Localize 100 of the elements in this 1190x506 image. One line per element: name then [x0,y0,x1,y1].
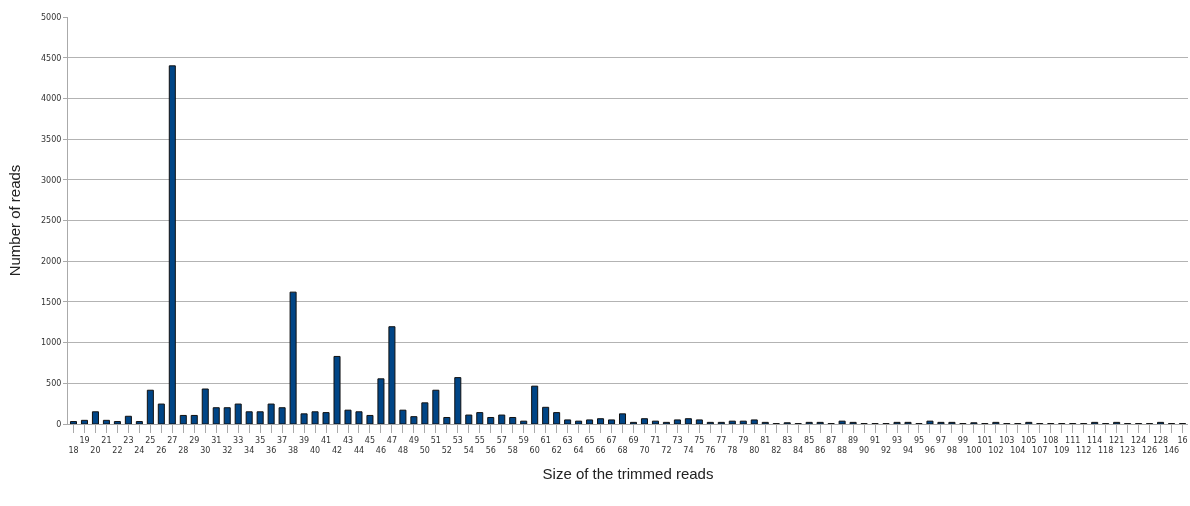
x-tick-label: 41 [320,435,332,445]
x-tick-label: 68 [617,446,628,455]
x-tick-label: 54 [463,446,474,455]
y-tick-label: 2500 [41,216,62,226]
x-tick-label: 112 [1076,446,1092,455]
x-tick-label: 45 [364,435,376,445]
bar [366,414,374,424]
x-tick-label: 89 [848,435,859,445]
bar [190,414,198,424]
x-tick-label: 46 [375,446,387,455]
bar [399,409,407,424]
x-tick-label: 66 [595,446,606,455]
bar [102,419,110,424]
x-tick-label: 98 [946,446,958,455]
x-tick-label: 52 [441,446,452,455]
x-tick-label: 61 [540,435,551,445]
bar [168,65,176,424]
bar [344,409,352,424]
x-tick-label: 67 [606,435,617,445]
x-tick-label: 20 [90,446,101,455]
x-tick-label: 126 [1141,446,1158,455]
bar [432,389,440,424]
bar [531,385,539,424]
bar [80,419,88,424]
x-tick-label: 62 [551,446,562,455]
x-tick-label: 72 [661,446,672,455]
bar [212,407,220,424]
y-tick-label: 1500 [41,297,62,307]
bar [278,407,286,424]
x-tick-label: 65 [584,435,595,445]
bar [838,420,846,424]
y-axis-title: Number of reads [6,164,24,277]
x-tick-label: 97 [935,435,947,445]
bar [695,419,703,424]
bar [421,402,429,424]
x-tick-label: 107 [1032,446,1048,455]
bar [410,416,418,424]
bar [586,419,594,424]
bar [618,413,627,424]
bar [300,413,308,424]
x-tick-label: 59 [518,435,529,445]
x-tick-label: 99 [957,435,968,445]
x-tick-label: 100 [966,446,982,455]
bar [553,412,561,424]
x-tick-label: 25 [145,435,156,445]
bar [542,406,550,424]
y-tick-label: 500 [46,379,62,389]
x-tick-label: 26 [156,446,167,455]
x-tick-label: 53 [452,435,463,445]
x-tick-label: 90 [858,446,870,455]
x-tick-label: 96 [924,446,936,455]
x-tick-label: 128 [1152,435,1169,445]
bar [465,414,473,424]
bar [289,291,297,424]
x-tick-label: 37 [277,435,288,445]
x-tick-label: 31 [211,435,222,445]
bar [311,411,319,424]
bar [256,411,264,424]
y-tick-label: 0 [56,419,62,429]
bar [124,415,132,424]
x-tick-label: 64 [573,446,584,455]
x-tick-label: 16 [1177,435,1188,445]
x-tick-label: 44 [353,446,365,455]
x-tick-label: 77 [716,435,727,445]
bar [157,403,165,424]
x-tick-label: 102 [988,446,1004,455]
bar [750,419,758,424]
x-tick-label: 69 [628,435,639,445]
x-tick-label: 49 [408,435,419,445]
x-tick-label: 36 [266,446,277,455]
x-tick-label: 83 [782,435,793,445]
x-tick-label: 21 [101,435,112,445]
bar [201,388,209,424]
bar [926,420,934,424]
bar [476,412,484,424]
x-tick-label: 73 [672,435,683,445]
x-tick-label: 63 [562,435,573,445]
bar [684,418,692,424]
bar [597,418,605,424]
x-tick-label: 22 [112,446,123,455]
x-tick-label: 103 [999,435,1015,445]
x-tick-label: 48 [397,446,408,455]
x-tick-label: 82 [771,446,782,455]
x-tick-label: 27 [167,435,178,445]
y-tick-label: 1000 [41,338,62,348]
x-tick-label: 87 [826,435,837,445]
bar [322,412,330,424]
x-tick-label: 94 [902,446,914,455]
x-tick-label: 28 [178,446,189,455]
bar [113,421,121,424]
bar [234,403,242,424]
x-tick-label: 29 [189,435,200,445]
y-tick-label: 2000 [41,257,62,266]
bar [69,421,78,424]
y-tick-label: 4000 [41,94,62,104]
x-tick-label: 40 [309,446,321,455]
bar [223,407,231,424]
x-tick-label: 95 [913,435,925,445]
bar [608,419,616,424]
bar [640,418,648,424]
